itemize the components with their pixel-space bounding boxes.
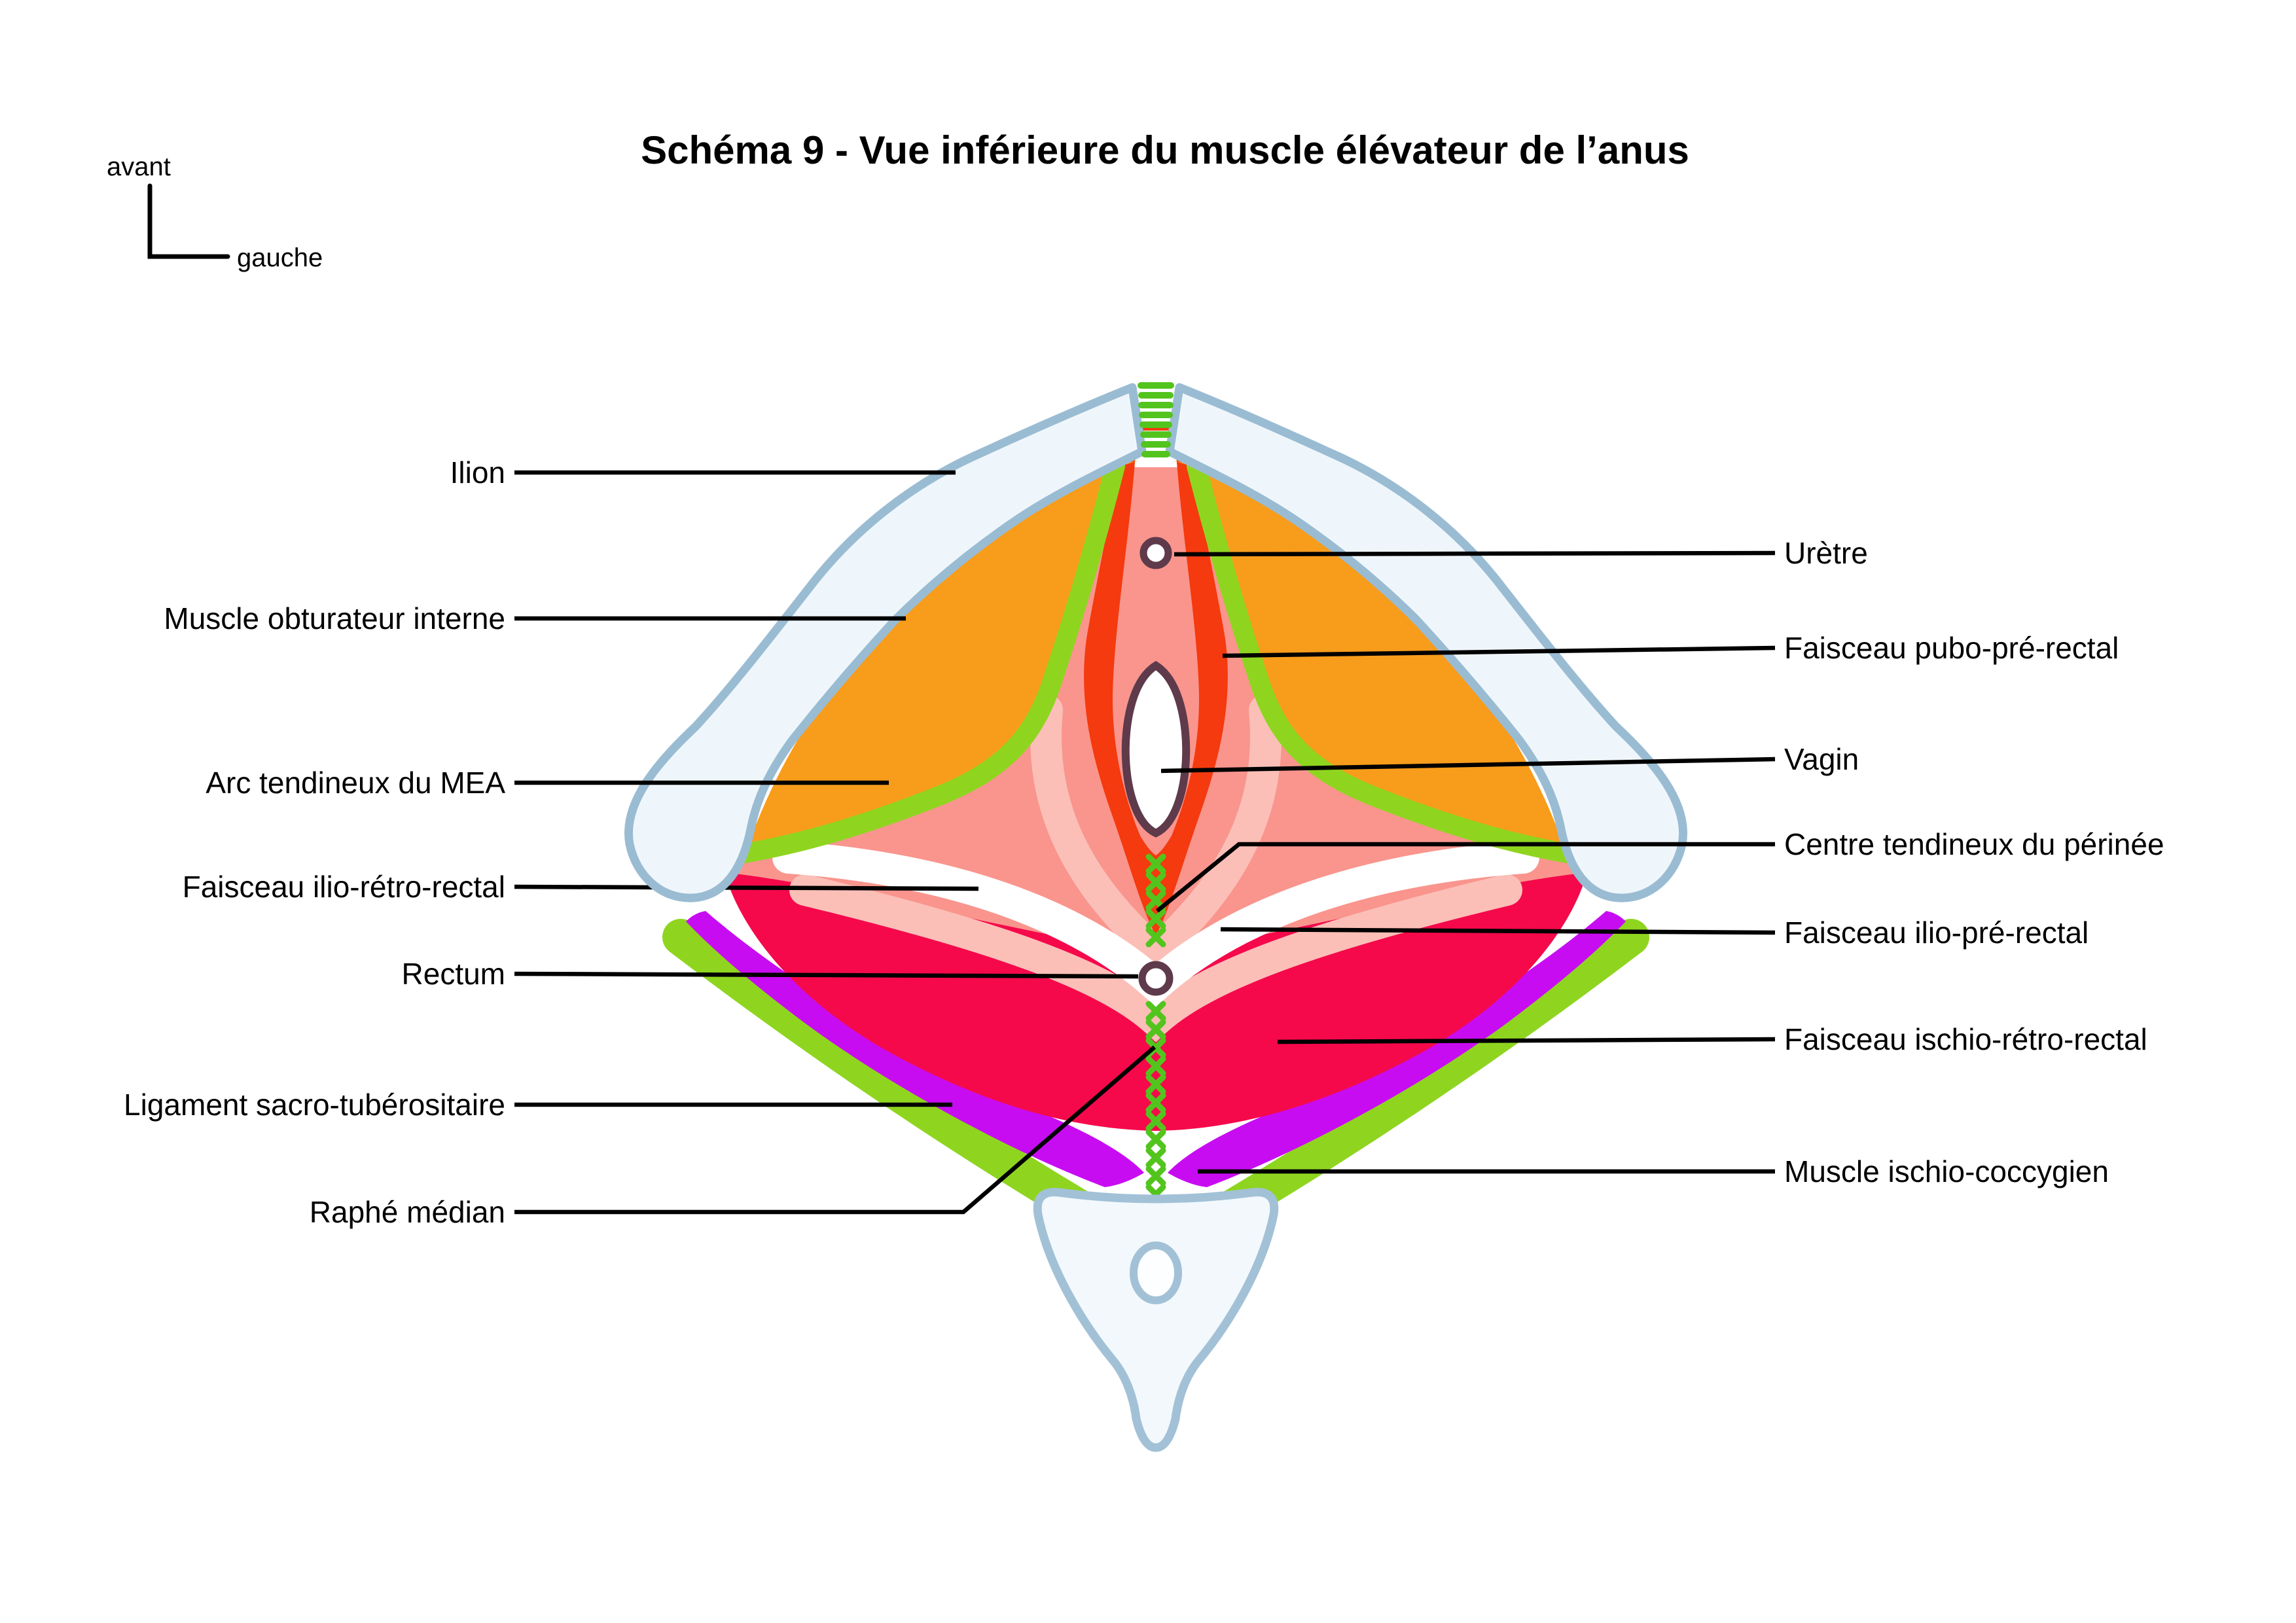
rectum-organ [1138,961,1174,996]
obturator-internus-right [1173,461,1572,855]
leader-centre-tendineux-perinee [1155,842,1775,913]
labels-left: Ilion Muscle obturateur interne Arc tend… [124,455,505,1229]
label-arc-tendineux-mea: Arc tendineux du MEA [206,766,505,800]
leader-faisceau-ilio-retro-rectal [514,884,979,891]
leader-faisceau-ischio-retro-rectal [1277,1037,1776,1044]
label-muscle-ischio-coccygien: Muscle ischio-coccygien [1784,1154,2109,1188]
label-vagin: Vagin [1784,742,1859,776]
label-faisceau-pubo-pre-rectal: Faisceau pubo-pré-rectal [1784,631,2119,665]
label-ilion: Ilion [450,455,505,490]
sacrotuberous-ligament-left [662,919,1098,1226]
orientation-up-label: avant [107,152,171,181]
pubo-pre-rectal-loop [1084,424,1228,936]
coccyx [1033,1188,1279,1452]
leader-lines [514,470,1776,1215]
label-rectum: Rectum [402,957,505,991]
tendinous-arc-left [727,456,1125,865]
label-uretre: Urètre [1784,536,1868,570]
tendinous-arc-right [1187,456,1585,865]
light-band-upper [1030,694,1282,974]
leader-faisceau-pubo-pre-rectal [1222,645,1776,658]
label-muscle-obturateur-interne: Muscle obturateur interne [164,601,505,635]
orientation-marker: avant gauche [107,152,323,272]
leader-uretre [1174,550,1776,557]
page-title: Schéma 9 - Vue inférieure du muscle élév… [641,128,1689,172]
label-centre-tendineux-perinee: Centre tendineux du périnée [1784,827,2164,861]
label-faisceau-ilio-retro-rectal: Faisceau ilio-rétro-rectal [183,870,505,904]
ilium-bone-left [624,383,1147,902]
pubic-symphysis [1138,382,1174,457]
light-band-lower [789,874,1522,1043]
leader-faisceau-ilio-pre-rectal [1220,927,1776,935]
leader-rectum [514,971,1139,979]
label-faisceau-ilio-pre-rectal: Faisceau ilio-pré-rectal [1784,916,2089,950]
orientation-side-label: gauche [237,243,323,272]
label-raphe-median: Raphé médian [310,1195,505,1229]
label-ligament-sacro-tuberositaire: Ligament sacro-tubérositaire [124,1088,505,1122]
orientation-axes-icon [147,183,230,259]
median-raphe-chain [1145,853,1166,1205]
ilium-bone-right [1165,383,1687,902]
ischiococcygeus-muscle-left [686,911,1144,1187]
urethra [1139,537,1172,569]
ischiococcygeus-muscle-right [1168,911,1626,1187]
vagina [1121,660,1191,838]
coccyx-foramen [1130,1241,1182,1304]
leader-raphe-median [514,1045,1157,1215]
leader-vagin [1160,757,1776,774]
obturator-internus-left [740,461,1139,855]
labels-right: Urètre Faisceau pubo-pré-rectal Vagin Ce… [1784,536,2164,1188]
label-faisceau-ischio-retro-rectal: Faisceau ischio-rétro-rectal [1784,1022,2147,1056]
